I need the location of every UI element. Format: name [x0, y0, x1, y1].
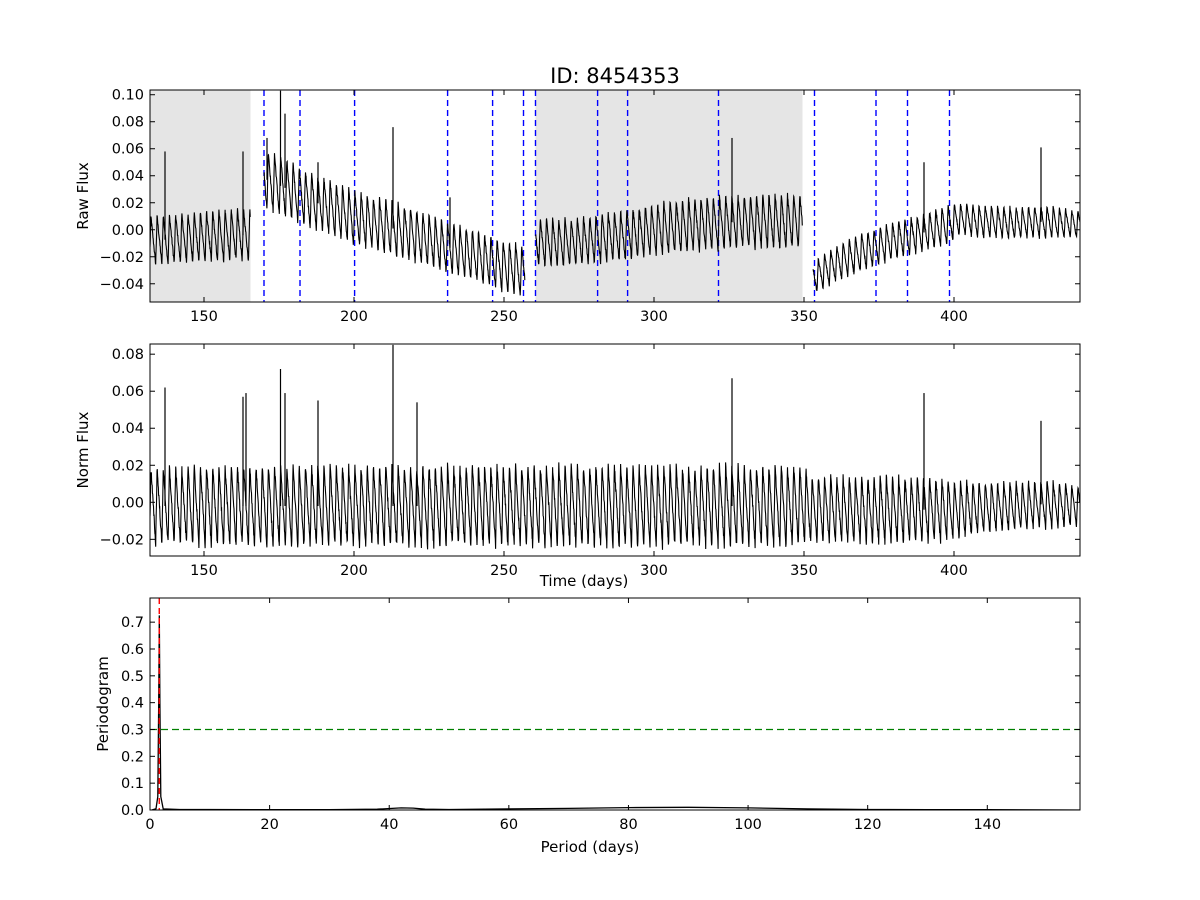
periodogram-xtick-label-5: 100: [734, 817, 762, 833]
norm-flux-xtick-label-3: 300: [640, 563, 668, 579]
raw-flux-line-0: [150, 153, 1080, 296]
raw-flux-quarter-boundaries: [263, 90, 951, 302]
norm-flux-ticks: 150 200 250 300 350 400 −0.02 0.00 0.02 0.04 0.06 0…: [100, 344, 1080, 579]
norm-flux-xtick-label-2: 250: [490, 563, 518, 579]
raw-flux-shaded-regions: [150, 90, 803, 302]
periodogram-xtick-label-3: 60: [500, 817, 518, 833]
periodogram-ytick-label-1: 0.1: [121, 776, 144, 792]
periodogram-xtick-label-6: 120: [854, 817, 882, 833]
periodogram-xtick-label-4: 80: [619, 817, 637, 833]
norm-flux-panel: 150 200 250 300 350 400 −0.02 0.00 0.02 0.04 0.06 0…: [74, 343, 1081, 590]
raw-flux-ytick-label-2: 0.00: [112, 223, 144, 239]
norm-flux-xlabel: Time (days): [539, 572, 629, 590]
raw-flux-shaded-region-0: [150, 90, 251, 302]
periodogram-ytick-label-0: 0.0: [121, 803, 144, 819]
chart-title: ID: 8454353: [550, 64, 680, 88]
raw-flux-xtick-label-2: 250: [490, 309, 518, 325]
raw-flux-ytick-label-0: −0.04: [100, 277, 144, 293]
periodogram-ylabel: Periodogram: [94, 656, 112, 751]
norm-flux-ytick-label-1: 0.00: [112, 495, 144, 511]
raw-flux-shaded-region-1: [535, 90, 803, 302]
periodogram-xlabel: Period (days): [541, 838, 640, 856]
norm-flux-axes-frame: [149, 343, 1081, 557]
raw-flux-ytick-label-4: 0.04: [112, 169, 144, 185]
raw-flux-xtick-label-3: 300: [640, 309, 668, 325]
norm-flux-ytick-label-4: 0.06: [112, 384, 144, 400]
periodogram-ytick-label-5: 0.5: [121, 669, 144, 685]
periodogram-panel: 0 20 40 60 80 100 120 140 0.0 0.1 0.2 0.3 0.4 0.5 0.6 0…: [94, 597, 1081, 856]
periodogram-xtick-label-1: 20: [260, 817, 278, 833]
periodogram-line-0: [151, 615, 1080, 810]
raw-flux-xtick-label-5: 400: [940, 309, 968, 325]
raw-flux-axes-frame: [149, 89, 1081, 303]
raw-flux-ytick-label-7: 0.10: [112, 88, 144, 104]
raw-flux-ticks: 150 200 250 300 350 400 −0.04 −0.02 0.00 0.02 0.04…: [100, 88, 1080, 325]
norm-flux-xtick-label-4: 350: [790, 563, 818, 579]
periodogram-ytick-label-4: 0.4: [121, 696, 144, 712]
raw-flux-xtick-label-0: 150: [190, 309, 218, 325]
periodogram-axes-frame: [149, 597, 1081, 811]
norm-flux-ytick-label-2: 0.02: [112, 458, 144, 474]
raw-flux-ytick-label-1: −0.02: [100, 250, 144, 266]
norm-flux-ytick-label-5: 0.08: [112, 347, 144, 363]
periodogram-ytick-label-3: 0.3: [121, 722, 144, 738]
raw-flux-ytick-label-3: 0.02: [112, 196, 144, 212]
periodogram-ytick-label-6: 0.6: [121, 642, 144, 658]
raw-flux-xtick-label-1: 200: [340, 309, 368, 325]
periodogram-ytick-label-7: 0.7: [121, 615, 144, 631]
raw-flux-ytick-label-5: 0.06: [112, 142, 144, 158]
norm-flux-line-0: [150, 462, 1080, 550]
raw-flux-ylabel: Raw Flux: [74, 162, 92, 230]
norm-flux-ylabel: Norm Flux: [74, 411, 92, 488]
periodogram-ticks: 0 20 40 60 80 100 120 140 0.0 0.1 0.2 0.3 0.4 0.5 0.6 0…: [121, 598, 1080, 833]
periodogram-xtick-label-0: 0: [145, 817, 154, 833]
norm-flux-xtick-label-5: 400: [940, 563, 968, 579]
raw-flux-panel: 150 200 250 300 350 400 −0.04 −0.02 0.00 0.02 0.04…: [74, 88, 1081, 325]
norm-flux-ytick-label-3: 0.04: [112, 421, 144, 437]
raw-flux-ytick-label-6: 0.08: [112, 115, 144, 131]
norm-flux-series: [150, 344, 1080, 550]
periodogram-xtick-label-7: 140: [973, 817, 1001, 833]
raw-flux-series: [150, 90, 1080, 296]
periodogram-xtick-label-2: 40: [380, 817, 398, 833]
periodogram-ytick-label-2: 0.2: [121, 749, 144, 765]
norm-flux-ytick-label-0: −0.02: [100, 532, 144, 548]
periodogram-series: [150, 598, 1080, 810]
raw-flux-xtick-label-4: 350: [790, 309, 818, 325]
norm-flux-xtick-label-0: 150: [190, 563, 218, 579]
norm-flux-xtick-label-1: 200: [340, 563, 368, 579]
